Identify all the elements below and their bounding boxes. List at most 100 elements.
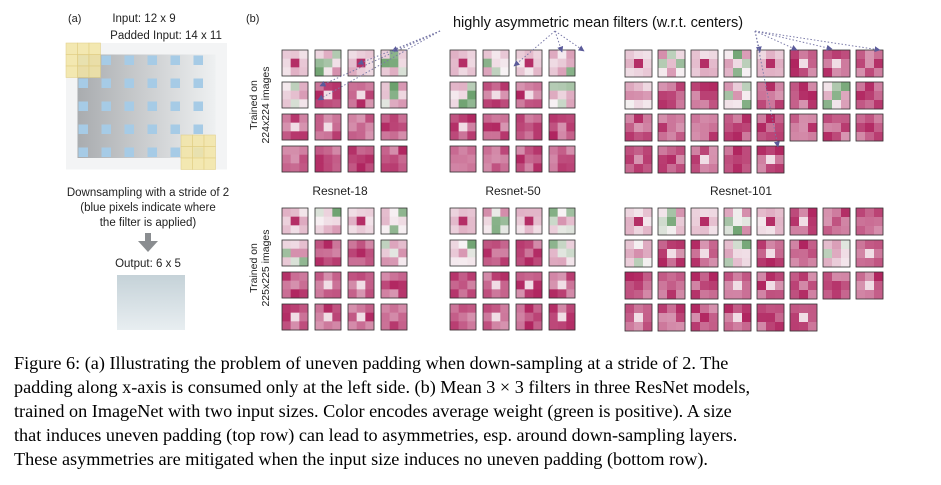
filter-resnet-18-224-r4-c3 — [347, 145, 375, 173]
filter-center-pixel — [78, 101, 88, 111]
filter-center-pixel — [193, 124, 203, 134]
filter-resnet-101-225-r4-c1 — [624, 303, 653, 332]
filter-resnet-101-224-r1-c8 — [855, 49, 884, 78]
filter-center-pixel — [193, 55, 203, 65]
filter-resnet-18-225-r1-c4 — [380, 207, 408, 235]
filter-resnet-50-224-r1-c4 — [548, 49, 576, 77]
filter-center-pixel — [101, 78, 111, 88]
panel-b-label: (b) — [246, 13, 259, 25]
filter-resnet-50-225-r1-c2 — [482, 207, 510, 235]
filter-resnet-18-224-r3-c3 — [347, 113, 375, 141]
filter-center-pixel — [170, 55, 180, 65]
filter-resnet-18-225-r2-c1 — [281, 239, 309, 267]
downsample-line-2: (blue pixels indicate where — [80, 202, 216, 214]
filter-resnet-101-225-r1-c4 — [723, 207, 752, 236]
filter-resnet-101-225-r4-c5 — [756, 303, 785, 332]
annotation-arrow-4 — [317, 30, 441, 101]
row-label-224-line-2: 224x224 images — [260, 66, 272, 143]
filter-resnet-18-224-r2-c2 — [314, 81, 342, 109]
filter-resnet-101-225-r2-c4 — [723, 239, 752, 268]
annotation-arrow-3 — [319, 30, 441, 87]
model-label-resnet-101: Resnet-101 — [710, 184, 772, 198]
filter-center-pixel — [124, 78, 134, 88]
filter-resnet-18-225-r3-c1 — [281, 271, 309, 299]
filter-resnet-101-224-r3-c1 — [624, 113, 653, 142]
filter-resnet-101-225-r1-c8 — [855, 207, 884, 236]
filter-center-pixel — [124, 101, 134, 111]
filter-resnet-18-225-r3-c4 — [380, 271, 408, 299]
panel-b: (b) highly asymmetric mean filters (w.r.… — [246, 13, 884, 332]
row-label-225-line-2: 225x225 images — [260, 229, 272, 306]
filter-resnet-101-225-r2-c2 — [657, 239, 686, 268]
figure-caption: Figure 6: (a) Illustrating the problem o… — [14, 351, 930, 471]
filter-resnet-101-224-r3-c8 — [855, 113, 884, 142]
filter-resnet-101-225-r2-c6 — [789, 239, 818, 268]
filter-center-pixel — [147, 124, 157, 134]
filter-resnet-101-225-r1-c5 — [756, 207, 785, 236]
filter-resnet-101-224-r2-c7 — [822, 81, 851, 110]
filter-center-pixel — [147, 78, 157, 88]
filter-resnet-18-224-r2-c3 — [347, 81, 375, 109]
annotation-arrow-2 — [357, 30, 441, 65]
filter-resnet-101-224-r3-c4 — [723, 113, 752, 142]
filter-resnet-101-224-r1-c5 — [756, 49, 785, 78]
filter-resnet-50-224-r2-c2 — [482, 81, 510, 109]
model-label-resnet-50: Resnet-50 — [485, 184, 541, 198]
caption-line-4: that induces uneven padding (top row) ca… — [14, 425, 738, 445]
filter-resnet-101-225-r3-c2 — [657, 271, 686, 300]
caption-line-2: padding along x-axis is consumed only at… — [14, 377, 751, 397]
caption-line-3: trained on ImageNet with two input sizes… — [14, 401, 732, 421]
filter-resnet-50-225-r2-c4 — [548, 239, 576, 267]
filter-center-pixel — [78, 124, 88, 134]
filter-resnet-18-224-r4-c1 — [281, 145, 309, 173]
filter-resnet-101-225-r1-c2 — [657, 207, 686, 236]
filter-resnet-101-224-r4-c1 — [624, 145, 653, 174]
filter-resnet-101-225-r3-c1 — [624, 271, 653, 300]
filter-resnet-18-225-r4-c2 — [314, 303, 342, 331]
filter-resnet-101-224-r1-c4 — [723, 49, 752, 78]
filter-resnet-18-224-r2-c1 — [281, 81, 309, 109]
filter-resnet-50-225-r3-c2 — [482, 271, 510, 299]
filter-resnet-18-225-r3-c3 — [347, 271, 375, 299]
filter-resnet-101-225-r2-c7 — [822, 239, 851, 268]
filter-resnet-101-224-r1-c7 — [822, 49, 851, 78]
filter-resnet-50-224-r4-c2 — [482, 145, 510, 173]
filter-resnet-18-224-r4-c2 — [314, 145, 342, 173]
filter-resnet-101-225-r3-c5 — [756, 271, 785, 300]
filter-resnet-50-225-r1-c3 — [515, 207, 543, 235]
output-size-label: Output: 6 x 5 — [115, 258, 181, 270]
filter-center-pixel — [193, 78, 203, 88]
filter-resnet-18-224-r3-c2 — [314, 113, 342, 141]
padded-input-grid — [65, 42, 227, 170]
filter-window-bottom-right — [180, 134, 216, 170]
filter-resnet-101-224-r4-c4 — [723, 145, 752, 174]
filter-center-pixel — [101, 124, 111, 134]
filter-resnet-50-225-r2-c2 — [482, 239, 510, 267]
downsample-description: Downsampling with a stride of 2 (blue pi… — [67, 187, 229, 229]
filter-resnet-50-225-r1-c4 — [548, 207, 576, 235]
annotation-arrow-9 — [754, 30, 798, 51]
filter-resnet-101-225-r1-c7 — [822, 207, 851, 236]
filter-resnet-50-224-r3-c4 — [548, 113, 576, 141]
output-grid — [117, 275, 185, 330]
filter-resnet-18-225-r4-c1 — [281, 303, 309, 331]
annotation-arrow-12 — [754, 30, 780, 148]
padded-input-size-label: Padded Input: 14 x 11 — [110, 30, 222, 42]
filter-resnet-101-224-r2-c8 — [855, 81, 884, 110]
filter-resnet-101-224-r3-c3 — [690, 113, 719, 142]
filter-resnet-18-224-r2-c4 — [380, 81, 408, 109]
filter-resnet-101-224-r1-c3 — [690, 49, 719, 78]
filter-center-pixel — [101, 147, 111, 157]
filter-resnet-101-224-r2-c5 — [756, 81, 785, 110]
filter-resnet-50-225-r4-c3 — [515, 303, 543, 331]
row-label-224-line-1: Trained on — [248, 80, 260, 130]
filter-resnet-18-225-r2-c2 — [314, 239, 342, 267]
filter-resnet-101-225-r4-c2 — [657, 303, 686, 332]
annotation-arrow-10 — [754, 30, 833, 51]
filter-resnet-101-225-r4-c3 — [690, 303, 719, 332]
filter-resnet-101-224-r4-c3 — [690, 145, 719, 174]
panel-a-label: (a) — [68, 13, 81, 25]
filter-resnet-101-224-r1-c2 — [657, 49, 686, 78]
filter-center-pixel — [101, 101, 111, 111]
filter-center-pixel — [147, 147, 157, 157]
